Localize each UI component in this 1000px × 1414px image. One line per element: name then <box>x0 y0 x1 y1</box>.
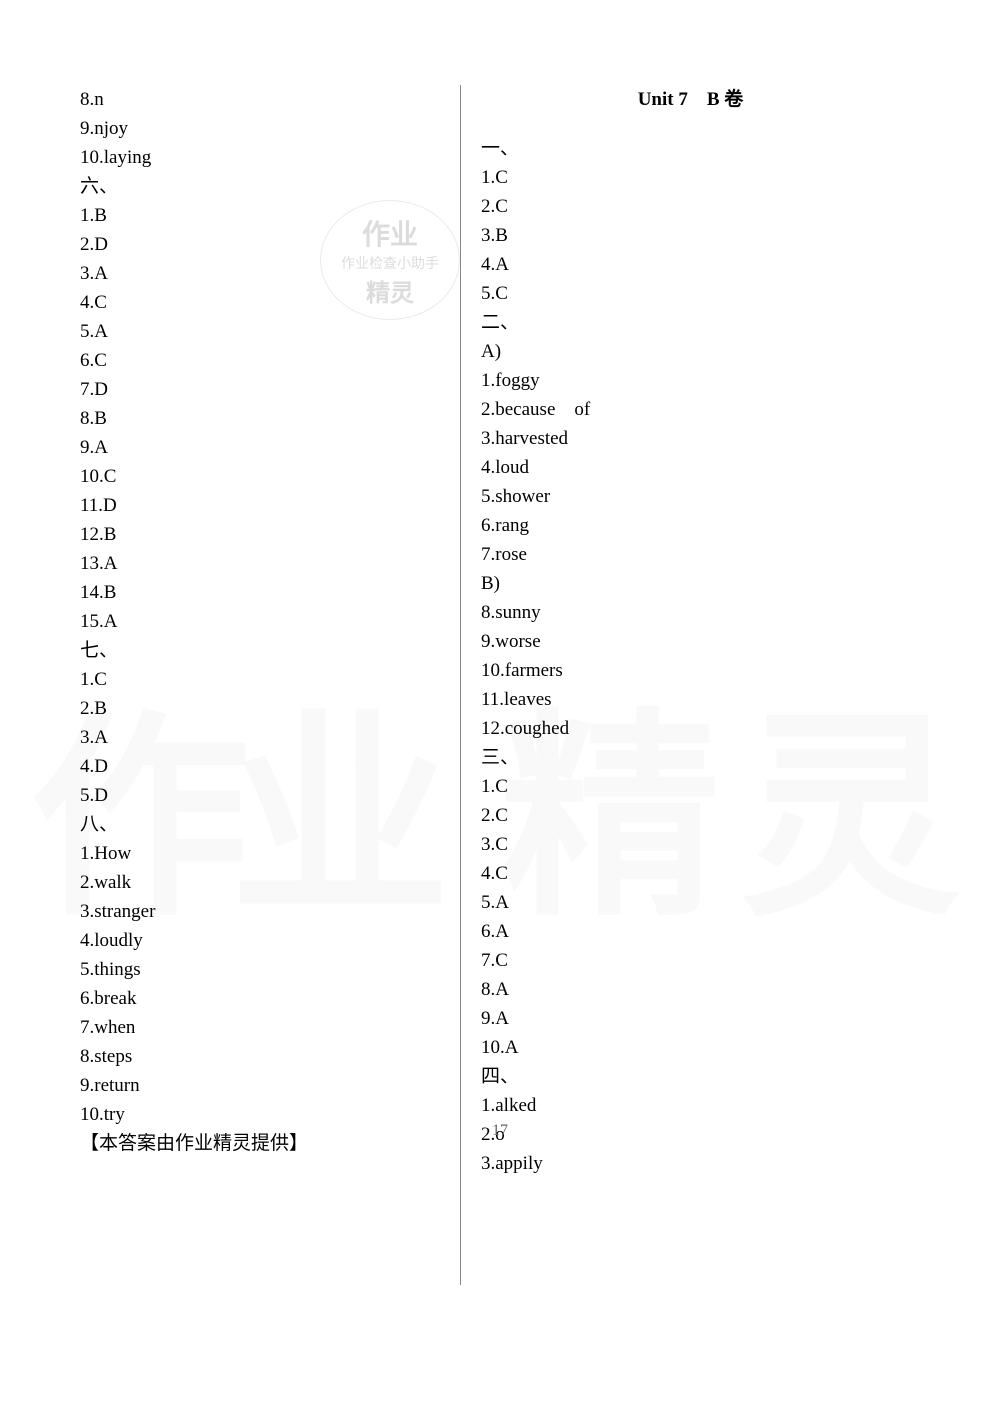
right-line: 3.B <box>481 221 900 250</box>
left-line: 3.A <box>80 259 440 288</box>
left-line: 10.laying <box>80 143 440 172</box>
left-line: 2.walk <box>80 868 440 897</box>
left-column: 8.n9.njoy10.laying六、1.B2.D3.A4.C5.A6.C7.… <box>80 85 460 1285</box>
left-line: 4.loudly <box>80 926 440 955</box>
right-line: 2.because of <box>481 395 900 424</box>
right-line: 三、 <box>481 743 900 772</box>
right-line: 2.C <box>481 192 900 221</box>
unit-heading: Unit 7 B 卷 <box>481 85 900 114</box>
left-line: 9.njoy <box>80 114 440 143</box>
right-line: 5.shower <box>481 482 900 511</box>
right-line: 4.loud <box>481 453 900 482</box>
right-line: 2.C <box>481 801 900 830</box>
left-line: 7.D <box>80 375 440 404</box>
left-line: 4.C <box>80 288 440 317</box>
right-line: 1.C <box>481 772 900 801</box>
right-line: 9.worse <box>481 627 900 656</box>
right-line: 11.leaves <box>481 685 900 714</box>
right-line: 二、 <box>481 308 900 337</box>
right-line: 6.A <box>481 917 900 946</box>
right-line: 四、 <box>481 1062 900 1091</box>
right-line: 7.rose <box>481 540 900 569</box>
left-line: 12.B <box>80 520 440 549</box>
right-line: 9.A <box>481 1004 900 1033</box>
page-number: 17 <box>80 1122 920 1140</box>
right-line: 3.C <box>481 830 900 859</box>
right-line: B) <box>481 569 900 598</box>
left-line: 5.A <box>80 317 440 346</box>
left-line: 10.C <box>80 462 440 491</box>
left-line: 2.D <box>80 230 440 259</box>
left-line: 1.How <box>80 839 440 868</box>
right-line: 4.A <box>481 250 900 279</box>
left-line: 2.B <box>80 694 440 723</box>
left-line: 7.when <box>80 1013 440 1042</box>
left-line: 9.return <box>80 1071 440 1100</box>
left-line: 3.stranger <box>80 897 440 926</box>
right-line: 5.A <box>481 888 900 917</box>
left-line: 七、 <box>80 636 440 665</box>
left-line: 3.A <box>80 723 440 752</box>
content-layer: 8.n9.njoy10.laying六、1.B2.D3.A4.C5.A6.C7.… <box>80 85 920 1285</box>
left-line: 1.C <box>80 665 440 694</box>
right-line: 3.appily <box>481 1149 900 1178</box>
left-line: 5.things <box>80 955 440 984</box>
left-line: 11.D <box>80 491 440 520</box>
right-line: 10.A <box>481 1033 900 1062</box>
left-line: 八、 <box>80 810 440 839</box>
right-line: 一、 <box>481 134 900 163</box>
left-line: 5.D <box>80 781 440 810</box>
left-line: 8.B <box>80 404 440 433</box>
left-line: 14.B <box>80 578 440 607</box>
right-line: 4.C <box>481 859 900 888</box>
right-line: 1.alked <box>481 1091 900 1120</box>
right-line: 1.foggy <box>481 366 900 395</box>
left-line: 六、 <box>80 172 440 201</box>
right-line: 1.C <box>481 163 900 192</box>
left-line: 6.break <box>80 984 440 1013</box>
left-line: 1.B <box>80 201 440 230</box>
left-line: 9.A <box>80 433 440 462</box>
left-line: 13.A <box>80 549 440 578</box>
page-container: 8.n9.njoy10.laying六、1.B2.D3.A4.C5.A6.C7.… <box>80 85 920 1285</box>
right-line: 10.farmers <box>481 656 900 685</box>
right-line: 6.rang <box>481 511 900 540</box>
left-line: 8.steps <box>80 1042 440 1071</box>
left-line: 15.A <box>80 607 440 636</box>
right-line: 7.C <box>481 946 900 975</box>
right-line: 8.sunny <box>481 598 900 627</box>
right-line: 8.A <box>481 975 900 1004</box>
right-line: 12.coughed <box>481 714 900 743</box>
left-line: 8.n <box>80 85 440 114</box>
right-column: Unit 7 B 卷 一、1.C2.C3.B4.A5.C二、A)1.foggy2… <box>460 85 900 1285</box>
left-line: 4.D <box>80 752 440 781</box>
right-line: 5.C <box>481 279 900 308</box>
right-line: 3.harvested <box>481 424 900 453</box>
left-line: 6.C <box>80 346 440 375</box>
right-line: A) <box>481 337 900 366</box>
